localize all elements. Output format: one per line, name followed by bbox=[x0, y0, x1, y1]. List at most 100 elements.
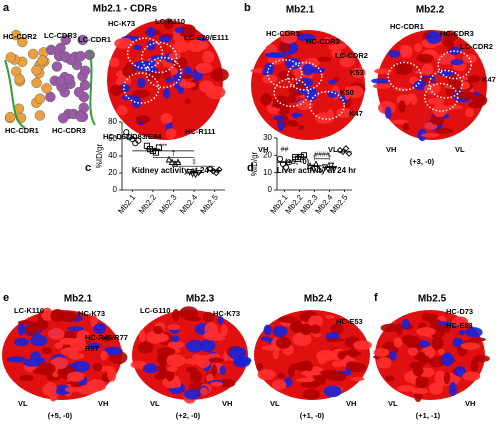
surface-patch bbox=[163, 18, 174, 30]
surface bbox=[371, 30, 488, 142]
surface-patch bbox=[257, 369, 276, 381]
surface-patch bbox=[133, 44, 143, 51]
cdr-outline bbox=[437, 50, 472, 80]
surface-patch bbox=[116, 105, 128, 116]
surface-patch bbox=[153, 326, 164, 335]
data-point bbox=[192, 171, 199, 179]
chart-title: Kidney activity at 24 hr bbox=[132, 166, 219, 175]
surface-patch bbox=[448, 382, 457, 397]
data-point bbox=[309, 163, 317, 171]
panel-letter: d bbox=[247, 162, 254, 174]
surface-patch bbox=[172, 308, 180, 322]
surface-patch bbox=[394, 61, 404, 75]
surface-patch bbox=[77, 385, 96, 395]
label: LC-CDR1 bbox=[78, 35, 111, 44]
surface-patch bbox=[300, 323, 312, 336]
label: LC-K110 bbox=[14, 306, 44, 315]
surface-patch bbox=[416, 351, 426, 360]
surface-patch bbox=[389, 350, 397, 361]
surface-patch bbox=[54, 384, 71, 396]
surface-patch bbox=[179, 306, 199, 320]
panel-title: Mb2.5 bbox=[418, 294, 447, 305]
atom bbox=[31, 65, 42, 76]
significance-label: † bbox=[313, 155, 317, 162]
data-point bbox=[276, 155, 284, 162]
surface-patch bbox=[394, 87, 408, 92]
panel-letter: a bbox=[3, 2, 10, 14]
surface-patch bbox=[467, 75, 481, 83]
surface-patch bbox=[423, 83, 442, 95]
atom bbox=[17, 36, 28, 48]
charge: (+1, -0) bbox=[300, 411, 325, 420]
surface-patch bbox=[319, 370, 339, 375]
surface-patch bbox=[462, 371, 481, 381]
surface-patch bbox=[100, 350, 108, 361]
surface-patch bbox=[199, 339, 216, 353]
surface-patch bbox=[437, 348, 445, 356]
label: LC-G110 bbox=[140, 306, 170, 315]
surface-patch bbox=[162, 68, 172, 80]
data-point bbox=[129, 135, 136, 143]
surface-patch bbox=[295, 378, 315, 383]
surface-patch bbox=[167, 324, 180, 331]
surface-patch bbox=[289, 362, 310, 370]
panel-letter: f bbox=[374, 292, 378, 304]
surface-patch bbox=[402, 122, 409, 132]
y-axis-label: %ID/gr bbox=[95, 143, 104, 168]
significance-label: #### bbox=[314, 152, 330, 159]
surface-patch bbox=[278, 315, 298, 324]
label: K53 bbox=[350, 68, 364, 77]
surface-patch bbox=[384, 106, 392, 119]
panel-title: Mb2.1 - CDRs bbox=[93, 4, 158, 15]
surface-patch bbox=[409, 361, 424, 370]
surface bbox=[250, 30, 366, 140]
surface-patch bbox=[50, 357, 69, 370]
surface-patch bbox=[263, 324, 272, 336]
surface-patch bbox=[190, 370, 202, 384]
surface-patch bbox=[272, 115, 285, 121]
surface-patch bbox=[289, 321, 297, 332]
label: HC-E53 bbox=[336, 317, 363, 326]
surface-patch bbox=[296, 33, 315, 42]
x-tick-label: Mb2.4 bbox=[178, 192, 200, 215]
label: K50 bbox=[340, 88, 354, 97]
x-tick-label: Mb2.1 bbox=[116, 192, 138, 215]
surface-patch bbox=[400, 335, 417, 345]
surface-patch bbox=[452, 316, 469, 328]
surface-patch bbox=[284, 57, 301, 70]
surface-patch bbox=[217, 316, 224, 325]
surface-patch bbox=[325, 314, 335, 319]
surface-patch bbox=[138, 329, 146, 343]
label: VL bbox=[18, 399, 28, 408]
panel-title: Mb2.1 bbox=[286, 5, 315, 16]
surface-patch bbox=[277, 120, 285, 132]
surface-patch bbox=[317, 376, 327, 385]
surface-patch bbox=[210, 381, 223, 387]
label: VH bbox=[346, 399, 356, 408]
atom bbox=[34, 93, 46, 104]
surface-patch bbox=[54, 342, 64, 349]
surface-patch bbox=[205, 373, 214, 383]
surface-patch bbox=[416, 53, 434, 63]
surface-patch bbox=[71, 360, 91, 373]
surface-patch bbox=[260, 336, 271, 342]
cdr-outline bbox=[286, 61, 323, 91]
surface-patch bbox=[302, 63, 314, 76]
data-point bbox=[282, 164, 290, 171]
surface-patch bbox=[324, 36, 331, 45]
surface-patch bbox=[339, 56, 355, 68]
charge: (+3, -0) bbox=[410, 157, 435, 166]
surface-patch bbox=[137, 77, 146, 89]
charge: (+2, -0) bbox=[176, 411, 201, 420]
surface-patch bbox=[158, 35, 172, 43]
atom bbox=[73, 86, 85, 98]
surface-patch bbox=[428, 382, 444, 395]
y-tick-label: 40 bbox=[108, 151, 117, 160]
surface-patch bbox=[19, 374, 34, 382]
surface-patch bbox=[415, 375, 429, 389]
surface-patch bbox=[442, 36, 450, 47]
surface-patch bbox=[163, 88, 171, 99]
surface-patch bbox=[199, 80, 214, 93]
data-point bbox=[342, 145, 350, 152]
